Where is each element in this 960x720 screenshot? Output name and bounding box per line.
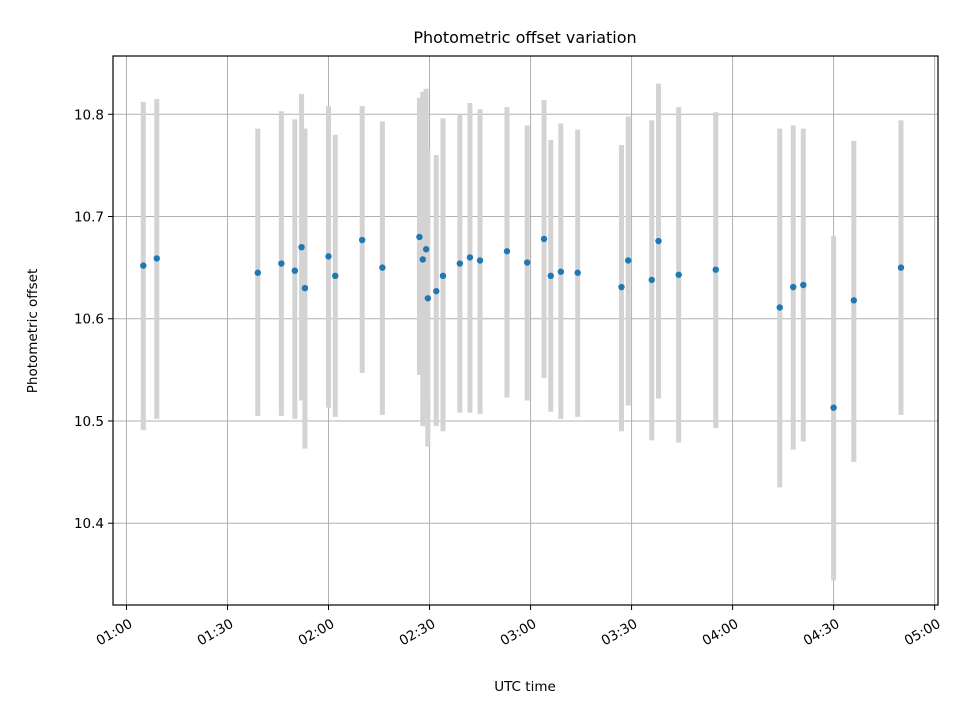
data-point — [557, 268, 565, 275]
data-point — [301, 284, 309, 292]
data-point — [332, 272, 339, 280]
data-point — [547, 272, 554, 280]
data-point — [712, 266, 719, 273]
data-point — [776, 304, 783, 311]
y-axis: 10.4 10.5 10.6 10.7 10.8 — [74, 107, 113, 532]
chart-title: Photometric offset variation — [413, 28, 636, 47]
plot-frame — [112, 55, 939, 606]
data-point — [140, 262, 147, 269]
data-point — [416, 233, 423, 241]
data-point — [278, 260, 285, 267]
data-point — [523, 259, 531, 266]
data-point — [466, 254, 474, 261]
data-point — [648, 276, 655, 284]
data-point — [574, 269, 581, 276]
data-point — [655, 237, 662, 245]
data-point — [419, 256, 426, 263]
data-point — [424, 295, 432, 302]
data-point — [830, 404, 837, 411]
data-point — [358, 236, 366, 244]
data-point — [439, 272, 447, 280]
data-point — [325, 253, 332, 260]
x-axis-label: UTC time — [494, 679, 556, 695]
data-point — [422, 246, 430, 253]
data-point — [153, 255, 160, 262]
data-point — [850, 297, 858, 304]
data-point — [476, 257, 484, 264]
y-tick-label: 10.8 — [74, 107, 104, 123]
data-point — [675, 271, 682, 278]
data-point — [298, 243, 305, 251]
y-tick-label: 10.5 — [74, 414, 104, 430]
data-point — [433, 287, 440, 295]
y-tick-label: 10.7 — [74, 210, 104, 226]
data-points — [140, 233, 905, 411]
y-axis-label: Photometric offset — [25, 269, 41, 393]
data-point — [379, 264, 386, 271]
data-point — [618, 283, 625, 291]
data-point — [291, 267, 299, 274]
data-point — [254, 269, 261, 276]
data-point — [456, 260, 464, 267]
data-point — [897, 264, 905, 271]
data-point — [625, 257, 632, 264]
data-point — [800, 281, 807, 289]
data-point — [503, 248, 511, 255]
data-point — [790, 283, 797, 291]
y-tick-label: 10.6 — [74, 312, 104, 328]
data-point — [540, 235, 548, 243]
y-tick-label: 10.4 — [74, 516, 104, 532]
